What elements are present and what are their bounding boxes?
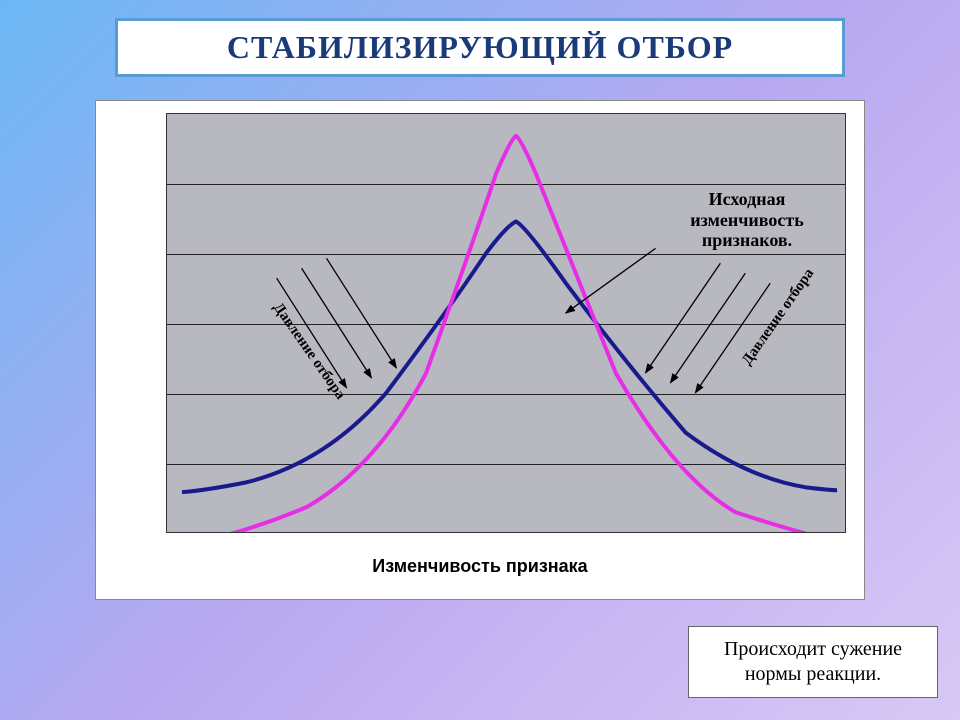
page-title: СТАБИЛИЗИРУЮЩИЙ ОТБОР — [138, 29, 822, 66]
note-box: Происходит сужение нормы реакции. — [688, 626, 938, 698]
title-box: СТАБИЛИЗИРУЮЩИЙ ОТБОР — [115, 18, 845, 77]
pressure-arrow-right — [671, 273, 746, 382]
chart-frame: Число особей — [95, 100, 865, 600]
curves-svg — [167, 114, 845, 532]
original-variability-label: Исходная изменчивость признаков. — [657, 189, 837, 251]
pressure-arrow-right — [646, 263, 721, 372]
x-axis-label: Изменчивость признака — [96, 556, 864, 577]
original-curve — [182, 221, 837, 492]
pressure-arrow-left — [327, 258, 397, 367]
plot-area: Исходная изменчивость признаков. Давлени… — [166, 113, 846, 533]
